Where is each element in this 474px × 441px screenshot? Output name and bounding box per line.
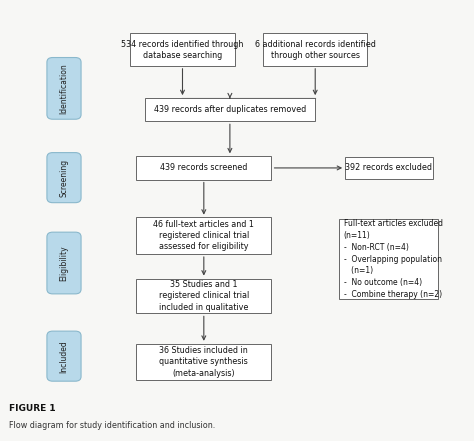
Text: 392 records excluded: 392 records excluded	[345, 164, 432, 172]
FancyBboxPatch shape	[136, 344, 271, 381]
FancyBboxPatch shape	[136, 279, 271, 314]
Text: 6 additional records identified
through other sources: 6 additional records identified through …	[255, 40, 376, 60]
Text: 46 full-text articles and 1
registered clinical trial
assessed for eligibility: 46 full-text articles and 1 registered c…	[154, 220, 254, 251]
Text: 439 records after duplicates removed: 439 records after duplicates removed	[154, 105, 306, 114]
FancyBboxPatch shape	[130, 33, 235, 66]
Text: 35 Studies and 1
registered clinical trial
included in qualitative: 35 Studies and 1 registered clinical tri…	[159, 280, 249, 312]
Text: 534 records identified through
database searching: 534 records identified through database …	[121, 40, 244, 60]
FancyBboxPatch shape	[47, 232, 81, 294]
FancyBboxPatch shape	[47, 57, 81, 119]
FancyBboxPatch shape	[339, 219, 438, 299]
Text: Full-text articles excluded
(n=11)
-  Non-RCT (n=4)
-  Overlapping population
  : Full-text articles excluded (n=11) - Non…	[344, 219, 443, 299]
FancyBboxPatch shape	[47, 153, 81, 203]
Text: FIGURE 1: FIGURE 1	[9, 404, 56, 412]
Text: Eligibility: Eligibility	[60, 245, 68, 281]
Text: Flow diagram for study identification and inclusion.: Flow diagram for study identification an…	[9, 421, 216, 430]
Text: Identification: Identification	[60, 63, 68, 114]
FancyBboxPatch shape	[263, 33, 367, 66]
FancyBboxPatch shape	[145, 98, 315, 121]
FancyBboxPatch shape	[136, 217, 271, 254]
Text: 439 records screened: 439 records screened	[160, 164, 247, 172]
Text: Included: Included	[60, 340, 68, 373]
FancyBboxPatch shape	[47, 331, 81, 381]
Text: 36 Studies included in
quantitative synthesis
(meta-analysis): 36 Studies included in quantitative synt…	[159, 346, 248, 377]
Text: Screening: Screening	[60, 159, 68, 197]
FancyBboxPatch shape	[136, 156, 271, 179]
FancyBboxPatch shape	[345, 157, 432, 179]
